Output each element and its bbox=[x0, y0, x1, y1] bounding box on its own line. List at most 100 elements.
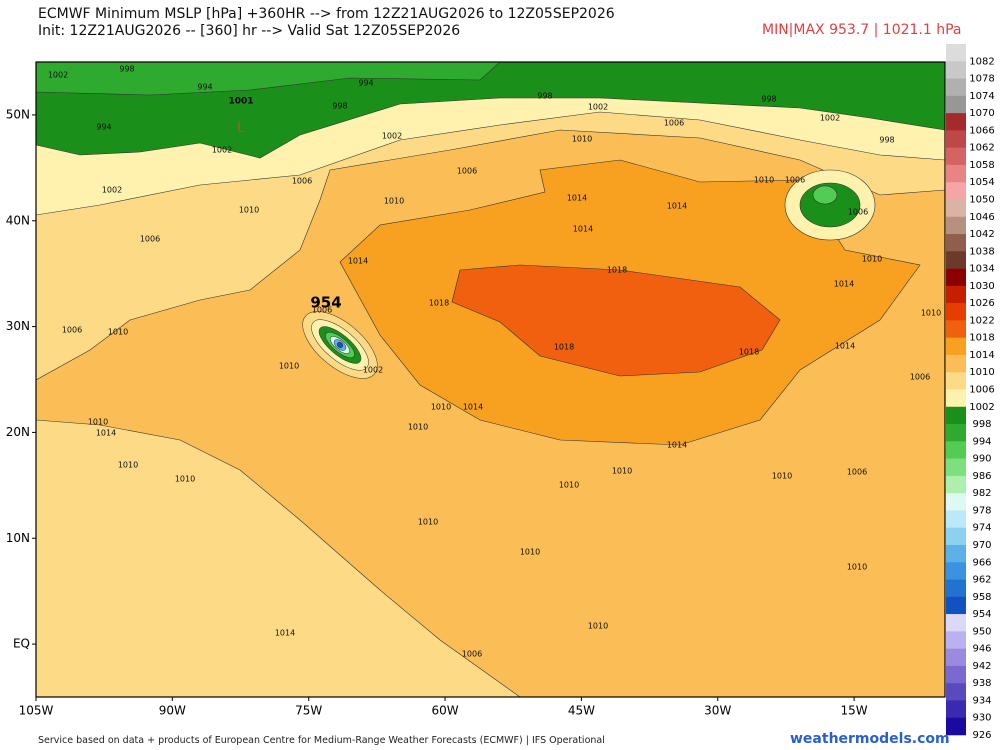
x-tick-label: 105W bbox=[19, 704, 54, 718]
colorbar-label: 978 bbox=[972, 505, 991, 516]
contour-label: 1010 bbox=[572, 135, 592, 144]
contour-label: 1010 bbox=[418, 518, 438, 527]
contour-label: 1014 bbox=[567, 194, 587, 203]
colorbar-cell bbox=[946, 199, 966, 218]
contour-label: 1014 bbox=[667, 202, 687, 211]
contour-label: 994 bbox=[358, 79, 373, 88]
contour-label: 1006 bbox=[312, 306, 332, 315]
contour-label: 1018 bbox=[607, 266, 627, 275]
contour-label: 1010 bbox=[279, 362, 299, 371]
min-max: MIN|MAX 953.7 | 1021.1 hPa bbox=[762, 22, 962, 38]
colorbar-label: 954 bbox=[972, 609, 991, 620]
contour-label: 1006 bbox=[292, 177, 312, 186]
colorbar-label: 1050 bbox=[969, 194, 994, 205]
colorbar-label: 1034 bbox=[969, 264, 994, 275]
colorbar-cell bbox=[946, 147, 966, 166]
contour-label: 1006 bbox=[785, 176, 805, 185]
contour-label: 1010 bbox=[559, 481, 579, 490]
colorbar-label: 1014 bbox=[969, 350, 994, 361]
colorbar-label: 1058 bbox=[969, 160, 994, 171]
colorbar-label: 934 bbox=[972, 695, 991, 706]
contour-label: 1018 bbox=[429, 299, 449, 308]
colorbar-cell bbox=[946, 95, 966, 114]
colorbar-cell bbox=[946, 596, 966, 615]
y-tick-label: 50N bbox=[6, 107, 30, 121]
contour-label: 1010 bbox=[175, 475, 195, 484]
contour-label: 1010 bbox=[384, 197, 404, 206]
colorbar-label: 930 bbox=[972, 713, 991, 724]
colorbar-label: 1054 bbox=[969, 177, 994, 188]
colorbar-cell bbox=[946, 614, 966, 632]
contour-label: 998 bbox=[119, 65, 134, 74]
contour-label: 1002 bbox=[382, 132, 402, 141]
colorbar-label: 926 bbox=[972, 730, 991, 741]
colorbar-label: 982 bbox=[972, 488, 991, 499]
subtitle: Init: 12Z21AUG2026 -- [360] hr --> Valid… bbox=[38, 23, 461, 39]
colorbar-label: 1062 bbox=[969, 143, 994, 154]
colorbar-label: 966 bbox=[972, 557, 991, 568]
x-tick-label: 90W bbox=[159, 704, 186, 718]
contour-label: 1006 bbox=[462, 650, 482, 659]
contour-label: 1014 bbox=[463, 403, 483, 412]
colorbar-label: 1018 bbox=[969, 333, 994, 344]
colorbar-cell bbox=[946, 389, 966, 408]
contour-label: 1014 bbox=[348, 257, 368, 266]
contour-label: 1014 bbox=[96, 429, 116, 438]
colorbar-cell bbox=[946, 441, 966, 459]
colorbar-label: 994 bbox=[972, 436, 991, 447]
colorbar-label: 990 bbox=[972, 454, 991, 465]
contour-label: 1002 bbox=[48, 71, 68, 80]
colorbar-label: 1030 bbox=[969, 281, 994, 292]
map-fields bbox=[36, 62, 945, 697]
contour-label: 1014 bbox=[835, 342, 855, 351]
contour-label: 998 bbox=[332, 102, 347, 111]
colorbar-cell bbox=[946, 683, 966, 701]
contour-label: 1006 bbox=[848, 208, 868, 217]
colorbar-label: 986 bbox=[972, 471, 991, 482]
colorbar-cell bbox=[946, 424, 966, 442]
low-990 bbox=[812, 185, 838, 205]
contour-label: 1010 bbox=[921, 309, 941, 318]
colorbar-cell bbox=[946, 234, 966, 252]
colorbar-label: 1070 bbox=[969, 108, 994, 119]
contour-label: 1010 bbox=[88, 418, 108, 427]
contour-label: 1010 bbox=[754, 176, 774, 185]
colorbar-cell bbox=[946, 631, 966, 649]
colorbar-label: 974 bbox=[972, 523, 991, 534]
contour-label: 1010 bbox=[847, 563, 867, 572]
x-tick-label: 75W bbox=[295, 704, 322, 718]
y-tick-label: 40N bbox=[6, 213, 30, 227]
storm-ring bbox=[336, 342, 344, 348]
colorbar-cell bbox=[946, 44, 966, 62]
colorbar-cell bbox=[946, 648, 966, 667]
colorbar-label: 1082 bbox=[969, 56, 994, 67]
x-tick-label: 30W bbox=[704, 704, 731, 718]
contour-label: 1010 bbox=[588, 622, 608, 631]
colorbar-cell bbox=[946, 251, 966, 269]
colorbar-label: 1026 bbox=[969, 298, 994, 309]
y-tick-label: 10N bbox=[6, 531, 30, 545]
contour-label: 1002 bbox=[212, 146, 232, 155]
colorbar-cell bbox=[946, 337, 966, 356]
colorbar-label: 1022 bbox=[969, 315, 994, 326]
contour-label: 1014 bbox=[275, 629, 295, 638]
colorbar-cell bbox=[946, 164, 966, 183]
low-label: 1001 bbox=[228, 97, 253, 107]
contour-label: 1006 bbox=[847, 468, 867, 477]
colorbar-label: 1046 bbox=[969, 212, 994, 223]
title: ECMWF Minimum MSLP [hPa] +360HR --> from… bbox=[38, 6, 615, 22]
contour-label: 1010 bbox=[118, 461, 138, 470]
colorbar-cell bbox=[946, 320, 966, 338]
brand: weathermodels.com bbox=[790, 731, 950, 747]
hurricane bbox=[302, 311, 378, 379]
contour-label: 994 bbox=[96, 123, 111, 132]
colorbar-cell bbox=[946, 372, 966, 390]
contour-label: 998 bbox=[537, 92, 552, 101]
colorbar-label: 962 bbox=[972, 575, 991, 586]
colorbar-cell bbox=[946, 579, 966, 598]
colorbar-cell bbox=[946, 130, 966, 148]
contour-label: 1006 bbox=[62, 326, 82, 335]
colorbar-label: 1066 bbox=[969, 125, 994, 136]
